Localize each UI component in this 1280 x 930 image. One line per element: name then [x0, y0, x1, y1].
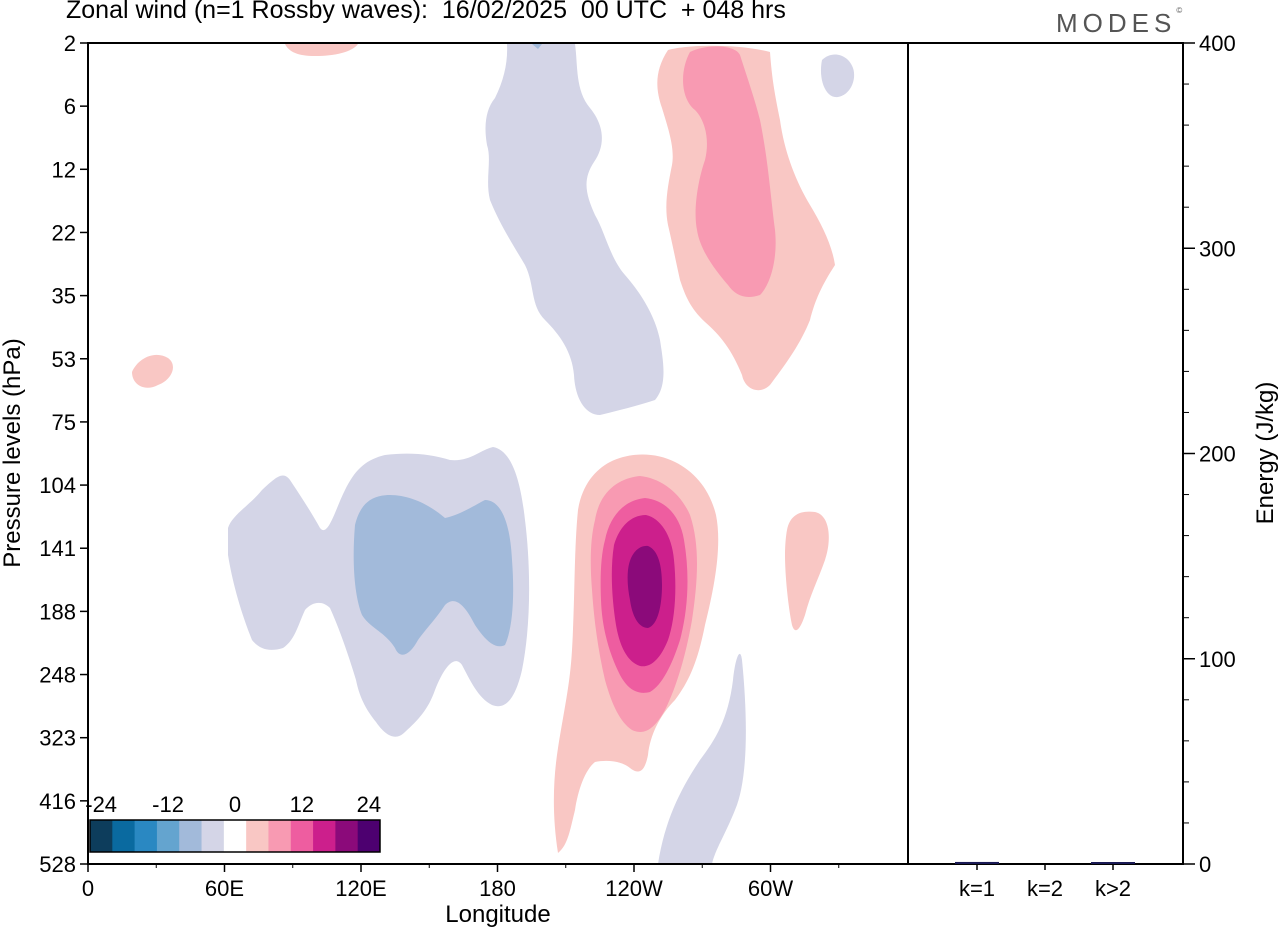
y-tick-label: 248: [39, 663, 76, 688]
contour-neg-small-top: [532, 44, 542, 49]
energy-tick-label: 0: [1199, 852, 1211, 877]
y-tick-label: 22: [52, 220, 76, 245]
energy-tick-label: 100: [1199, 647, 1236, 672]
colorbar-swatch: [223, 820, 247, 852]
energy-category-label: k=1: [959, 876, 995, 901]
colorbar-swatch: [112, 820, 136, 852]
x-axis: 0 60E 120E 180 120W 60W: [82, 864, 840, 901]
colorbar-swatch: [134, 820, 158, 852]
colorbar-swatch: [290, 820, 314, 852]
colorbar-swatch: [246, 820, 269, 852]
contour-neg-upper: [485, 44, 664, 415]
colorbar-swatch: [179, 820, 203, 852]
y-tick-label: 35: [52, 284, 76, 309]
energy-bars: k=1 k=2 k>2: [955, 861, 1135, 901]
contour-pos-sliver-top: [285, 44, 358, 56]
energy-category-label: k>2: [1095, 876, 1131, 901]
energy-axis-label: Energy (J/kg): [1252, 382, 1279, 525]
contour-neg-lower-3: [658, 653, 746, 864]
x-tick-label: 60W: [748, 876, 793, 901]
x-axis-label: Longitude: [445, 901, 550, 928]
y-tick-label: 12: [52, 157, 76, 182]
y-tick-label: 75: [52, 410, 76, 435]
contour-pos-upper-2: [683, 46, 776, 297]
y-tick-label: 53: [52, 347, 76, 372]
energy-category-label: k=2: [1027, 876, 1063, 901]
colorbar-swatch: [313, 820, 336, 852]
x-tick-label: 0: [82, 876, 94, 901]
modes-logo: MODES©: [1056, 6, 1183, 39]
energy-tick-label: 400: [1199, 31, 1236, 56]
y-tick-label: 188: [39, 599, 76, 624]
contour-pos-blob-60w: [785, 511, 829, 631]
colorbar-tick-label: 0: [229, 792, 241, 817]
colorbar-swatch: [156, 820, 180, 852]
x-tick-label: 120E: [335, 876, 386, 901]
y-axis: 2 6 12 22 35 53 75 104 141 188 248 323 416 528: [39, 31, 88, 877]
y-tick-label: 323: [39, 726, 76, 751]
contour-neg-blob-60w: [820, 54, 855, 98]
colorbar-swatch: [335, 820, 359, 852]
y-tick-label: 416: [39, 789, 76, 814]
y-tick-label: 141: [39, 536, 76, 561]
y-tick-label: 6: [64, 94, 76, 119]
chart-title: Zonal wind (n=1 Rossby waves): 16/02/202…: [66, 0, 786, 24]
colorbar-swatch: [201, 820, 225, 852]
colorbar-tick-label: -12: [152, 792, 184, 817]
x-tick-label: 60E: [205, 876, 244, 901]
energy-tick-label: 200: [1199, 442, 1236, 467]
energy-bar: [1091, 862, 1135, 864]
energy-frame: [907, 42, 1184, 865]
contour-pos-blob-left: [132, 354, 173, 388]
colorbar-labels: -24 -12 0 12 24: [85, 792, 381, 817]
colorbar-tick-label: 24: [357, 792, 381, 817]
y-axis-label: Pressure levels (hPa): [0, 338, 26, 567]
colorbar-swatch: [357, 820, 381, 852]
energy-bar: [955, 861, 999, 864]
x-tick-label: 180: [479, 876, 516, 901]
energy-tick-label: 300: [1199, 236, 1236, 261]
y-tick-label: 2: [64, 31, 76, 56]
contour-pos-lower-5: [627, 545, 662, 628]
colorbar-swatch: [268, 820, 292, 852]
logo-mark: ©: [1176, 6, 1183, 15]
x-tick-label: 120W: [605, 876, 663, 901]
contour-fills: [132, 44, 855, 864]
y-tick-label: 528: [39, 852, 76, 877]
contour-neg-lower-2: [353, 495, 514, 655]
colorbar-tick-label: 12: [290, 792, 314, 817]
colorbar-tick-label: -24: [85, 792, 117, 817]
logo-text: MODES: [1056, 8, 1177, 38]
y-tick-label: 104: [39, 473, 76, 498]
colorbar-frame: [89, 819, 381, 853]
colorbar-swatch: [90, 820, 113, 852]
colorbar: [89, 819, 381, 853]
energy-axis: 0 100 200 300 400: [1183, 31, 1236, 877]
